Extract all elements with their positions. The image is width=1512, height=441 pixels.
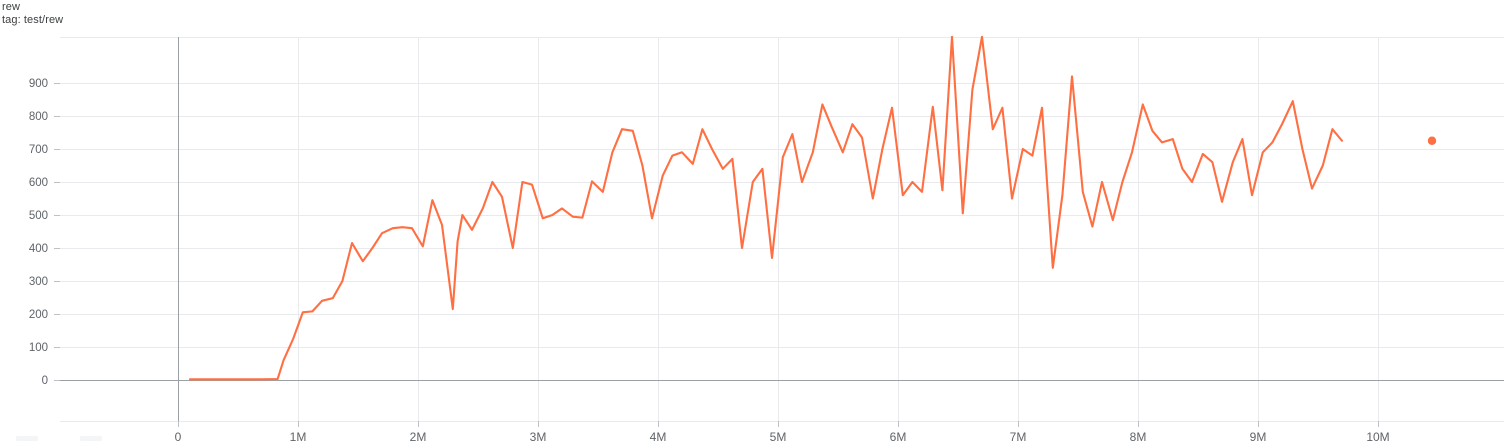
- toolbar-icon-ghost[interactable]: [80, 436, 102, 441]
- series-group[interactable]: [188, 35, 1344, 381]
- y-tick-label: 100: [29, 342, 48, 354]
- x-tick-label: 9M: [1250, 430, 1267, 441]
- x-tick-label: 6M: [890, 430, 907, 441]
- x-tick-label: 1M: [290, 430, 307, 441]
- y-tick-label: 600: [29, 177, 48, 189]
- x-tick-label: 2M: [410, 430, 427, 441]
- y-tick-label: 700: [29, 144, 48, 156]
- x-tick-label: 0: [175, 430, 182, 441]
- axes-group: [60, 37, 1504, 421]
- page-title: rew: [2, 1, 21, 13]
- y-tick-label: 500: [29, 210, 48, 222]
- toolbar-icon-ghost[interactable]: [16, 436, 38, 441]
- y-tick-labels: 0 100 200 300 400 500 600 700 800 900: [29, 78, 48, 387]
- x-tick-label: 5M: [770, 430, 787, 441]
- series-end-dot[interactable]: [1427, 136, 1437, 145]
- x-tick-label: 7M: [1010, 430, 1027, 441]
- y-tick-label: 400: [29, 243, 48, 255]
- x-tick-label: 8M: [1130, 430, 1147, 441]
- gridlines-group: [60, 37, 1504, 422]
- x-tick-label: 3M: [530, 430, 547, 441]
- last-point-marker[interactable]: [1427, 136, 1437, 145]
- tickmarks-group: [54, 83, 1379, 427]
- x-tick-label: 10M: [1366, 430, 1389, 441]
- x-tick-label: 4M: [650, 430, 667, 441]
- y-tick-label: 300: [29, 276, 48, 288]
- x-tick-labels: 0 1M 2M 3M 4M 5M 6M 7M 8M 9M 10M: [175, 430, 1390, 441]
- y-tick-label: 900: [29, 78, 48, 90]
- y-tick-label: 800: [29, 111, 48, 123]
- chart-tag-label: tag: test/rew: [2, 14, 64, 26]
- y-tick-label: 0: [42, 375, 48, 387]
- y-tick-label: 200: [29, 309, 48, 321]
- series-line-test-rew[interactable]: [188, 35, 1344, 381]
